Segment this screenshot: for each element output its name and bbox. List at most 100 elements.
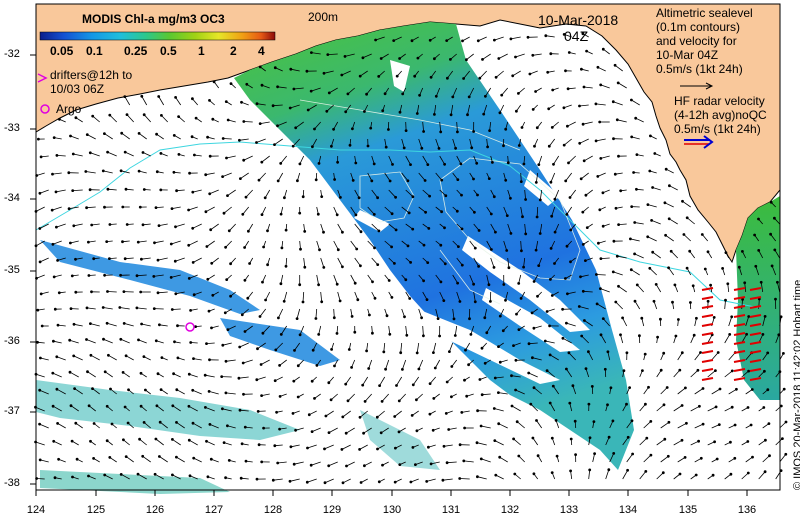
velocity-arrow-head <box>746 471 750 475</box>
velocity-arrow-head <box>72 224 76 228</box>
velocity-arrow-head <box>782 387 786 391</box>
velocity-arrow-head <box>714 369 717 372</box>
velocity-arrow-head <box>715 457 719 461</box>
velocity-arrow-head <box>175 421 178 424</box>
velocity-arrow-head <box>89 322 92 325</box>
velocity-arrow <box>39 223 49 229</box>
velocity-arrow <box>762 352 769 361</box>
velocity-arrow-head <box>633 299 637 303</box>
velocity-arrow-head <box>142 421 146 424</box>
velocity-arrow-head <box>255 378 259 382</box>
velocity-arrow <box>463 70 471 79</box>
velocity-arrow-head <box>38 227 42 230</box>
velocity-arrow-head <box>519 180 523 184</box>
velocity-arrow-head <box>411 227 415 231</box>
velocity-arrow-head <box>532 472 536 476</box>
velocity-arrow <box>741 472 749 480</box>
velocity-arrow <box>307 104 317 111</box>
velocity-arrow <box>405 325 408 336</box>
velocity-arrow <box>293 87 304 90</box>
velocity-arrow-head <box>388 332 392 336</box>
velocity-arrow-head <box>476 409 479 413</box>
velocity-arrow <box>567 121 576 127</box>
velocity-arrow-head <box>262 426 265 430</box>
velocity-arrow <box>433 342 437 353</box>
velocity-arrow-head <box>585 226 589 230</box>
velocity-arrow <box>258 172 266 181</box>
velocity-arrow-head <box>409 261 412 264</box>
velocity-arrow <box>56 356 66 361</box>
velocity-arrow <box>344 53 355 57</box>
velocity-arrow-head <box>123 405 127 409</box>
velocity-arrow-head <box>584 367 588 370</box>
velocity-arrow-head <box>659 317 662 321</box>
velocity-arrow-head <box>52 275 56 279</box>
velocity-arrow-head <box>348 143 352 147</box>
velocity-arrow-head <box>581 243 585 246</box>
velocity-arrow-head <box>706 299 710 303</box>
velocity-arrow-head <box>729 472 733 476</box>
velocity-arrow-head <box>565 321 568 325</box>
velocity-arrow-head <box>509 232 513 235</box>
velocity-arrow-head <box>298 283 302 287</box>
velocity-arrow-head <box>510 404 514 408</box>
velocity-arrow <box>515 389 525 395</box>
velocity-arrow-head <box>341 481 345 485</box>
velocity-arrow-head <box>680 438 684 442</box>
velocity-arrow <box>450 104 454 115</box>
velocity-arrow <box>86 339 96 344</box>
velocity-arrow <box>292 138 301 147</box>
velocity-arrow <box>240 172 249 179</box>
velocity-arrow <box>109 114 117 123</box>
velocity-arrow-head <box>594 102 598 106</box>
hf-radar-arrow <box>701 368 714 372</box>
velocity-arrow-head <box>241 361 245 365</box>
velocity-arrow-head <box>553 197 557 201</box>
hf-radar-arrow <box>749 359 762 363</box>
velocity-arrow <box>347 87 355 95</box>
velocity-arrow <box>175 223 185 228</box>
velocity-arrow-head <box>390 296 394 299</box>
velocity-arrow-head <box>341 415 345 419</box>
velocity-arrow-head <box>353 330 357 334</box>
velocity-arrow <box>209 189 219 195</box>
velocity-arrow-head <box>296 179 299 183</box>
velocity-arrow-head <box>622 369 626 373</box>
velocity-arrow-head <box>238 408 242 412</box>
velocity-arrow-head <box>737 265 741 269</box>
velocity-arrow-head <box>544 34 548 38</box>
colorbar-tick-label: 0.05 <box>50 44 74 58</box>
velocity-arrow-head <box>87 274 91 277</box>
velocity-arrow-head <box>550 126 554 129</box>
velocity-arrow-head <box>343 55 347 58</box>
velocity-arrow-head <box>226 194 229 198</box>
velocity-arrow-head <box>404 278 408 282</box>
velocity-arrow-head <box>411 446 415 449</box>
velocity-arrow <box>138 240 147 243</box>
velocity-arrow-head <box>465 394 469 398</box>
velocity-arrow-head <box>204 210 208 214</box>
velocity-arrow <box>507 223 512 234</box>
velocity-arrow <box>333 206 338 215</box>
velocity-arrow-head <box>472 282 475 286</box>
velocity-arrow-head <box>106 290 109 293</box>
velocity-arrow <box>597 172 606 177</box>
velocity-arrow-head <box>255 102 259 106</box>
velocity-arrow-head <box>649 134 652 138</box>
velocity-arrow-head <box>227 459 231 462</box>
velocity-arrow-head <box>393 262 396 265</box>
velocity-arrow <box>192 422 202 429</box>
velocity-arrow-head <box>55 225 58 229</box>
velocity-arrow <box>494 440 504 446</box>
velocity-arrow-head <box>550 471 554 474</box>
velocity-arrow-head <box>303 265 307 269</box>
velocity-arrow <box>669 185 678 191</box>
velocity-arrow-head <box>537 163 541 167</box>
velocity-arrow <box>125 257 134 260</box>
velocity-arrow-head <box>260 213 264 217</box>
velocity-arrow <box>239 409 249 412</box>
velocity-arrow <box>412 376 420 386</box>
velocity-arrow-head <box>40 324 44 328</box>
velocity-arrow-head <box>522 265 525 269</box>
